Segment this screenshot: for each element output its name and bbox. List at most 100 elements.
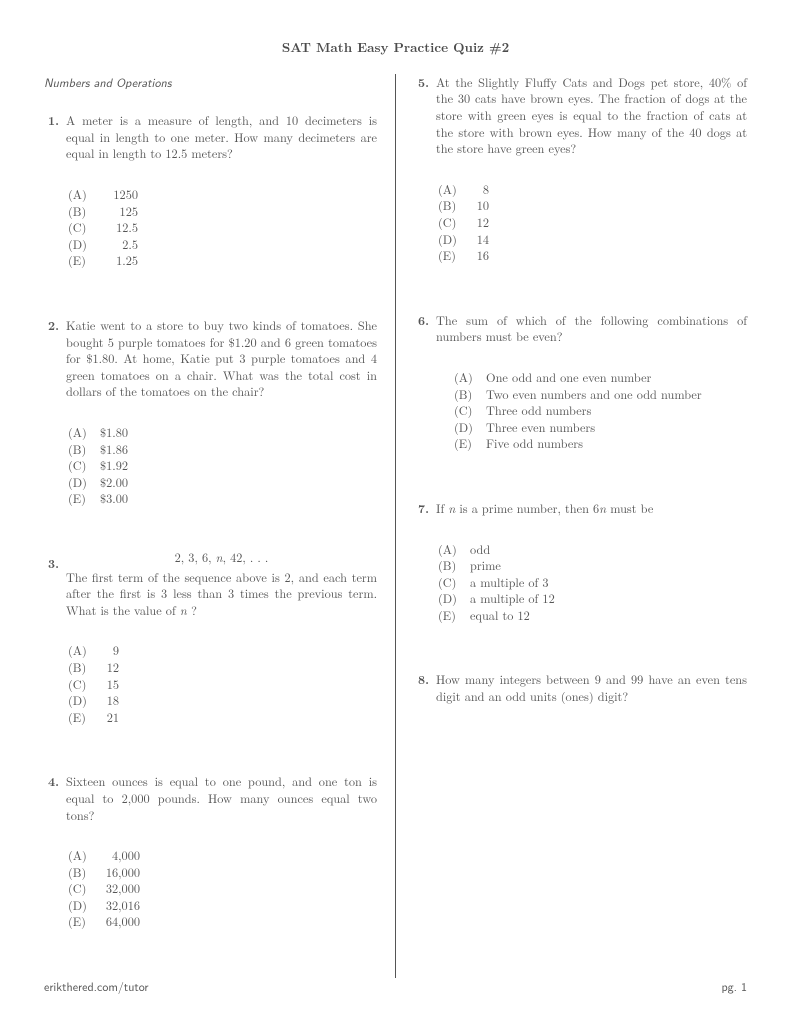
choice-value: 21 (100, 709, 119, 726)
choice-value: 1.25 (100, 252, 138, 269)
choice-value: One odd and one even number (486, 369, 747, 386)
page-title: SAT Math Easy Practice Quiz #2 (44, 38, 747, 56)
choice-value: Three odd numbers (486, 402, 747, 419)
question-text: The first term of the sequence above is … (66, 569, 377, 619)
answer-choice: (D)18 (68, 692, 377, 709)
choice-label: (B) (438, 197, 470, 214)
answer-choice: (B)12 (68, 659, 377, 676)
answer-choices: (A)4,000(B)16,000(C)32,000(D)32,016(E)64… (68, 847, 377, 930)
choice-value: Three even numbers (486, 419, 747, 436)
choice-value: 12.5 (100, 219, 138, 236)
question-body: How many integers between 9 and 99 have … (436, 671, 747, 728)
right-column: 5.At the Slightly Fluffy Cats and Dogs p… (396, 74, 747, 978)
choice-label: (E) (68, 709, 100, 726)
answer-choice: (C)15 (68, 676, 377, 693)
choice-label: (B) (438, 557, 470, 574)
choice-label: (B) (68, 864, 100, 881)
choice-label: (D) (68, 474, 100, 491)
choice-value: 9 (100, 642, 119, 659)
answer-choices: (A)1250(B)125(C)12.5(D)2.5(E)1.25 (68, 186, 377, 269)
choice-value: 2.5 (100, 236, 138, 253)
choice-value: 16 (470, 247, 489, 264)
choice-value: 14 (470, 231, 489, 248)
question-body: A meter is a measure of length, and 10 d… (66, 112, 377, 269)
question-number: 4. (44, 773, 66, 930)
section-header: Numbers and Operations (44, 74, 377, 90)
answer-choice: (A)odd (438, 541, 747, 558)
question-body: At the Slightly Fluffy Cats and Dogs pet… (436, 74, 747, 264)
choice-value: 4,000 (100, 847, 140, 864)
page-footer: erikthered.com/tutor pg. 1 (44, 978, 747, 994)
answer-choice: (E)Five odd numbers (454, 435, 747, 452)
question: 4.Sixteen ounces is equal to one pound, … (44, 773, 377, 930)
page: SAT Math Easy Practice Quiz #2 Numbers a… (0, 0, 791, 1024)
answer-choice: (C)a multiple of 3 (438, 574, 747, 591)
choice-label: (B) (454, 386, 486, 403)
choice-label: (B) (68, 203, 100, 220)
question-text: A meter is a measure of length, and 10 d… (66, 112, 377, 162)
question-number: 5. (414, 74, 436, 264)
question-body: 2, 3, 6, n, 42, . . .The first term of t… (66, 555, 377, 725)
choice-value: Two even numbers and one odd number (486, 386, 747, 403)
answer-choices: (A)odd(B)prime(C)a multiple of 3(D)a mul… (438, 541, 747, 624)
choice-label: (E) (68, 490, 100, 507)
answer-choice: (E)$3.00 (68, 490, 377, 507)
choice-value: $1.86 (100, 441, 377, 458)
choice-label: (C) (68, 880, 100, 897)
choice-value: 16,000 (100, 864, 140, 881)
choice-label: (A) (68, 642, 100, 659)
choice-label: (C) (68, 676, 100, 693)
choice-value: a multiple of 12 (470, 590, 747, 607)
answer-choice: (B)10 (438, 197, 747, 214)
answer-choice: (B)prime (438, 557, 747, 574)
question: 8.How many integers between 9 and 99 hav… (414, 671, 747, 728)
answer-choices: (A)$1.80(B)$1.86(C)$1.92(D)$2.00(E)$3.00 (68, 424, 377, 507)
answer-choice: (A)4,000 (68, 847, 377, 864)
question-text: The sum of which of the following combin… (436, 312, 747, 345)
choice-label: (E) (454, 435, 486, 452)
answer-choice: (A)9 (68, 642, 377, 659)
question-text: Sixteen ounces is equal to one pound, an… (66, 773, 377, 823)
question: 3.2, 3, 6, n, 42, . . .The first term of… (44, 555, 377, 725)
answer-choice: (E)64,000 (68, 913, 377, 930)
question-body: Sixteen ounces is equal to one pound, an… (66, 773, 377, 930)
two-column-layout: Numbers and Operations 1.A meter is a me… (44, 74, 747, 978)
answer-choice: (C)32,000 (68, 880, 377, 897)
choice-value: 64,000 (100, 913, 140, 930)
choice-label: (D) (68, 236, 100, 253)
choice-value: 32,016 (100, 897, 140, 914)
answer-choice: (B)125 (68, 203, 377, 220)
answer-choice: (B)Two even numbers and one odd number (454, 386, 747, 403)
choice-label: (D) (438, 590, 470, 607)
choice-label: (A) (438, 541, 470, 558)
question-number: 6. (414, 312, 436, 452)
choice-value: $2.00 (100, 474, 377, 491)
choice-label: (E) (68, 252, 100, 269)
choice-value: $1.92 (100, 457, 377, 474)
answer-choice: (C)12 (438, 214, 747, 231)
answer-choice: (E)1.25 (68, 252, 377, 269)
choice-value: 18 (100, 692, 119, 709)
answer-choices: (A)8(B)10(C)12(D)14(E)16 (438, 181, 747, 264)
choice-label: (B) (68, 659, 100, 676)
choice-value: odd (470, 541, 747, 558)
choice-value: 8 (470, 181, 489, 198)
choice-value: 15 (100, 676, 119, 693)
question-number: 1. (44, 112, 66, 269)
choice-label: (D) (454, 419, 486, 436)
answer-choice: (D)14 (438, 231, 747, 248)
answer-choices: (A)9(B)12(C)15(D)18(E)21 (68, 642, 377, 725)
choice-label: (C) (68, 219, 100, 236)
answer-choice: (B)16,000 (68, 864, 377, 881)
question: 5.At the Slightly Fluffy Cats and Dogs p… (414, 74, 747, 264)
choice-label: (A) (68, 186, 100, 203)
choice-label: (E) (438, 247, 470, 264)
choice-value: 32,000 (100, 880, 140, 897)
answer-choice: (A)One odd and one even number (454, 369, 747, 386)
choice-label: (C) (68, 457, 100, 474)
choice-label: (B) (68, 441, 100, 458)
question: 1.A meter is a measure of length, and 10… (44, 112, 377, 269)
question-text: Katie went to a store to buy two kinds o… (66, 317, 377, 400)
answer-choice: (E)21 (68, 709, 377, 726)
answer-choice: (A)$1.80 (68, 424, 377, 441)
